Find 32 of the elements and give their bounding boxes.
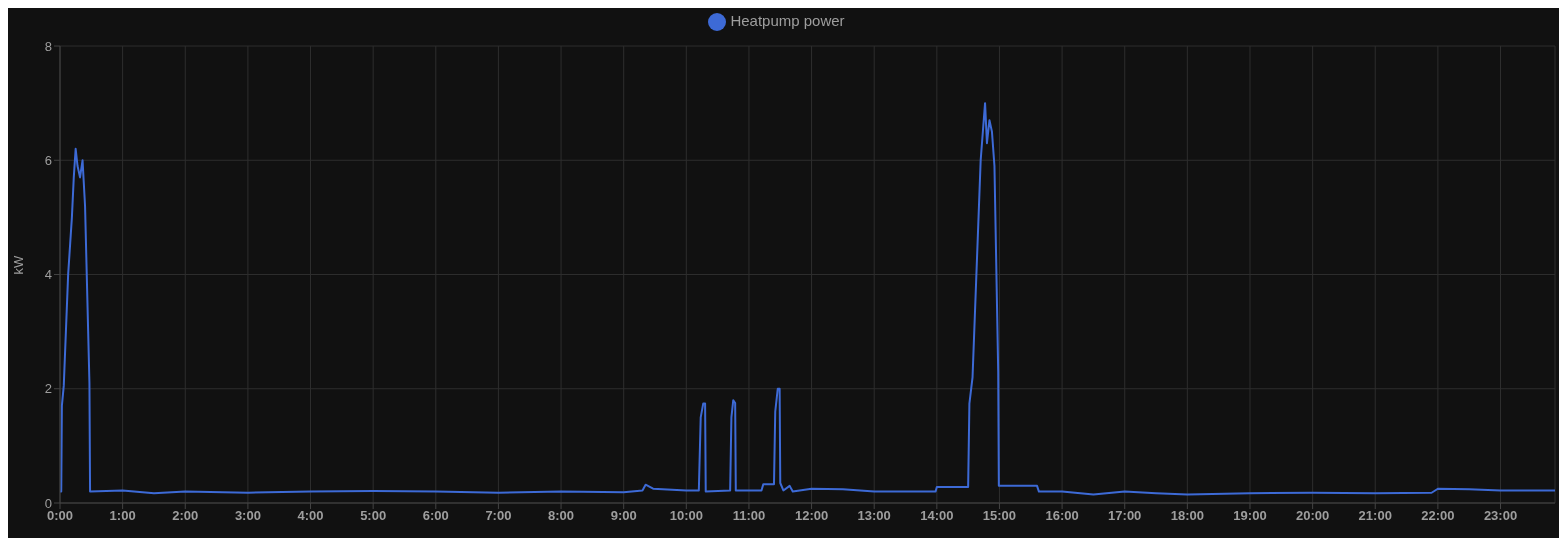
x-tick-label: 7:00 (485, 508, 512, 524)
y-tick-label: 4 (44, 267, 52, 283)
x-tick-label: 23:00 (1483, 508, 1518, 524)
x-tick-label: 11:00 (732, 508, 766, 524)
x-tick-label: 5:00 (360, 508, 387, 524)
legend-label: Heatpump power (730, 12, 845, 29)
x-tick-label: 15:00 (982, 508, 1017, 524)
x-tick-label: 13:00 (857, 508, 891, 524)
y-tick-label: 8 (44, 38, 52, 54)
x-tick-label: 20:00 (1295, 508, 1330, 524)
y-tick-label: 2 (44, 381, 52, 397)
x-tick-label: 3:00 (234, 508, 261, 524)
x-tick-label: 22:00 (1421, 508, 1455, 524)
line-series (60, 102, 1555, 496)
x-tick-label: 2:00 (172, 508, 199, 524)
x-tick-label: 19:00 (1233, 508, 1267, 524)
x-tick-label: 10:00 (669, 508, 703, 524)
x-tick-label: 4:00 (297, 508, 324, 524)
y-axis-title: kW (10, 255, 26, 275)
x-tick-label: 8:00 (548, 508, 575, 524)
x-tick-label: 1:00 (109, 508, 136, 524)
x-tick-label: 21:00 (1358, 508, 1392, 524)
x-tick-label: 17:00 (1108, 508, 1142, 524)
x-tick-label: 16:00 (1045, 508, 1079, 524)
x-tick-label: 14:00 (920, 508, 954, 524)
x-tick-label: 9:00 (610, 508, 637, 524)
x-tick-label: 0:00 (46, 508, 74, 524)
y-tick-label: 0 (44, 495, 52, 511)
x-tick-label: 6:00 (422, 508, 449, 524)
y-tick-label: 6 (44, 152, 52, 168)
x-tick-label: 12:00 (794, 508, 829, 524)
x-tick-label: 18:00 (1170, 508, 1204, 524)
